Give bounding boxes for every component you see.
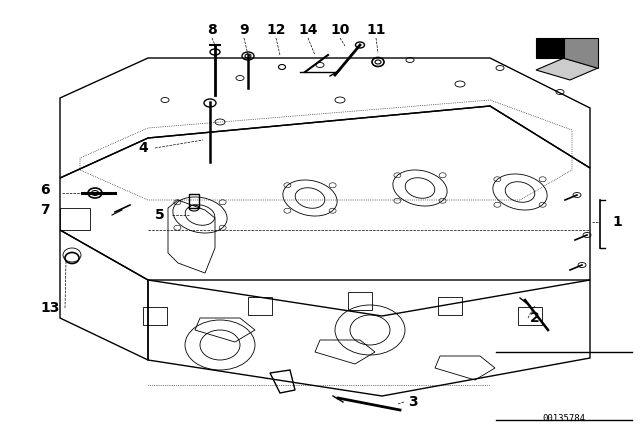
Text: 8: 8: [207, 23, 217, 37]
Text: 6: 6: [40, 183, 50, 197]
Text: 2: 2: [530, 311, 540, 325]
Text: 1: 1: [612, 215, 621, 229]
Bar: [438, 297, 462, 315]
Text: 13: 13: [40, 301, 60, 315]
Bar: [248, 297, 272, 315]
Text: 11: 11: [366, 23, 386, 37]
Bar: [348, 292, 372, 310]
Text: 14: 14: [298, 23, 317, 37]
Text: 12: 12: [266, 23, 285, 37]
Polygon shape: [536, 58, 598, 80]
Text: 7: 7: [40, 203, 50, 217]
Text: 00135784: 00135784: [543, 414, 586, 423]
Text: 5: 5: [156, 208, 165, 222]
Bar: [518, 307, 542, 325]
Text: 10: 10: [330, 23, 349, 37]
Polygon shape: [536, 38, 564, 58]
Bar: [189, 194, 199, 208]
Polygon shape: [564, 38, 598, 68]
Text: 9: 9: [239, 23, 249, 37]
Text: 4: 4: [138, 141, 148, 155]
Text: 3: 3: [408, 395, 418, 409]
Bar: [143, 307, 167, 325]
